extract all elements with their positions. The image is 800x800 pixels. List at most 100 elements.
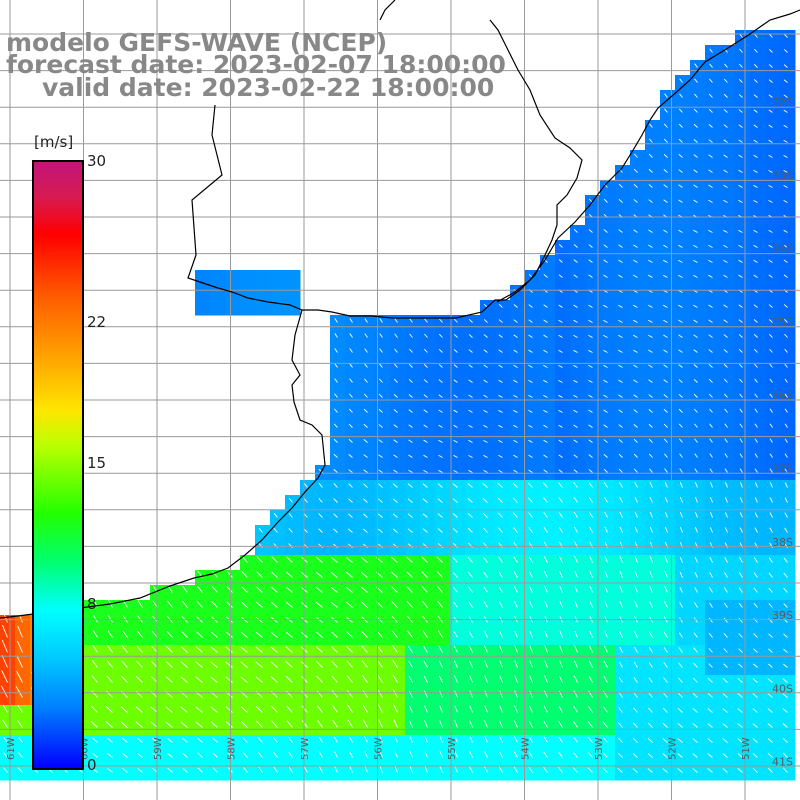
wind-speed-cell: [390, 405, 406, 421]
wind-arrow: [408, 705, 413, 713]
wind-arrow: [558, 274, 563, 278]
wind-speed-cell: [675, 555, 691, 571]
wind-speed-cell: [630, 525, 646, 541]
wind-speed-cell: [540, 375, 556, 391]
wind-arrow: [544, 660, 548, 668]
wind-speed-cell: [735, 405, 751, 421]
wind-arrow: [424, 318, 428, 323]
wind-speed-cell: [645, 735, 661, 751]
wind-arrow: [468, 318, 473, 323]
wind-arrow: [604, 631, 608, 638]
wind-arrow: [709, 556, 713, 563]
wind-speed-cell: [525, 495, 541, 511]
wind-speed-cell: [255, 540, 271, 556]
wind-arrow: [619, 556, 623, 563]
wind-arrow: [753, 154, 758, 158]
wind-arrow: [723, 587, 728, 593]
wind-arrow: [469, 660, 473, 668]
wind-speed-cell: [765, 30, 781, 46]
wind-speed-cell: [720, 360, 736, 376]
wind-arrow: [16, 671, 23, 683]
wind-speed-cell: [765, 75, 781, 91]
wind-speed-cell: [720, 105, 736, 121]
wind-speed-cell: [330, 720, 346, 736]
wind-speed-cell: [540, 720, 556, 736]
wind-speed-cell: [615, 300, 631, 316]
wind-arrow: [619, 526, 623, 533]
wind-arrow: [392, 513, 398, 518]
wind-speed-cell: [585, 690, 601, 706]
wind-speed-cell: [540, 540, 556, 556]
wind-arrow: [392, 498, 398, 503]
wind-speed-cell: [465, 720, 481, 736]
wind-speed-cell: [720, 600, 736, 616]
wind-arrow: [394, 348, 398, 353]
wind-speed-cell: [555, 645, 571, 661]
wind-speed-cell: [435, 330, 451, 346]
wind-arrow: [452, 483, 458, 488]
wind-speed-cell: [405, 315, 421, 331]
wind-speed-cell: [660, 630, 676, 646]
wind-speed-cell: [300, 765, 316, 781]
latitude-label: 38S: [772, 536, 793, 549]
wind-speed-cell: [330, 315, 346, 331]
wind-speed-cell: [0, 735, 16, 751]
wind-speed-cell: [690, 405, 706, 421]
wind-speed-cell: [525, 330, 541, 346]
wind-arrow: [738, 199, 743, 203]
wind-speed-cell: [750, 300, 766, 316]
wind-arrow: [649, 555, 653, 563]
wind-speed-cell: [660, 600, 676, 616]
wind-arrow: [619, 570, 623, 578]
wind-speed-cell: [495, 765, 511, 781]
wind-arrow: [633, 199, 638, 203]
wind-arrow: [662, 722, 668, 728]
wind-speed-cell: [240, 675, 256, 691]
wind-arrow: [648, 662, 653, 668]
wind-speed-cell: [645, 135, 661, 151]
wind-arrow: [648, 438, 653, 443]
wind-arrow: [588, 244, 593, 248]
wind-arrow: [242, 752, 248, 758]
model-title: modelo GEFS-WAVE (NCEP): [6, 28, 388, 57]
wind-arrow: [498, 601, 503, 608]
wind-speed-cell: [15, 750, 31, 766]
wind-arrow: [769, 423, 773, 428]
wind-speed-cell: [600, 180, 616, 196]
wind-speed-cell: [165, 600, 181, 616]
wind-arrow: [679, 496, 683, 503]
wind-speed-cell: [705, 180, 721, 196]
wind-speed-cell: [480, 420, 496, 436]
wind-speed-cell: [240, 735, 256, 751]
wind-speed-cell: [270, 735, 286, 751]
wind-arrow: [211, 586, 218, 593]
wind-speed-cell: [585, 525, 601, 541]
wind-speed-cell: [765, 375, 781, 391]
wind-speed-cell: [615, 420, 631, 436]
wind-speed-cell: [465, 405, 481, 421]
wind-arrow: [544, 675, 548, 683]
wind-arrow: [498, 349, 503, 353]
wind-speed-cell: [480, 720, 496, 736]
wind-arrow: [753, 229, 758, 233]
wind-speed-cell: [270, 615, 286, 631]
wind-arrow: [558, 259, 563, 263]
wind-speed-cell: [540, 315, 556, 331]
wind-speed-cell: [360, 660, 376, 676]
wind-speed-cell: [735, 45, 751, 61]
wind-arrow: [738, 304, 743, 308]
wind-speed-cell: [660, 540, 676, 556]
wind-speed-cell: [15, 735, 31, 751]
wind-arrow: [255, 646, 263, 653]
wind-arrow: [467, 498, 473, 503]
colorbar: [32, 160, 84, 770]
wind-speed-cell: [585, 240, 601, 256]
wind-arrow: [438, 469, 443, 473]
wind-arrow: [618, 364, 623, 368]
wind-arrow: [528, 751, 533, 758]
wind-speed-cell: [270, 750, 286, 766]
wind-arrow: [783, 64, 788, 68]
wind-speed-cell: [435, 750, 451, 766]
wind-arrow: [633, 349, 638, 353]
wind-speed-cell: [525, 645, 541, 661]
